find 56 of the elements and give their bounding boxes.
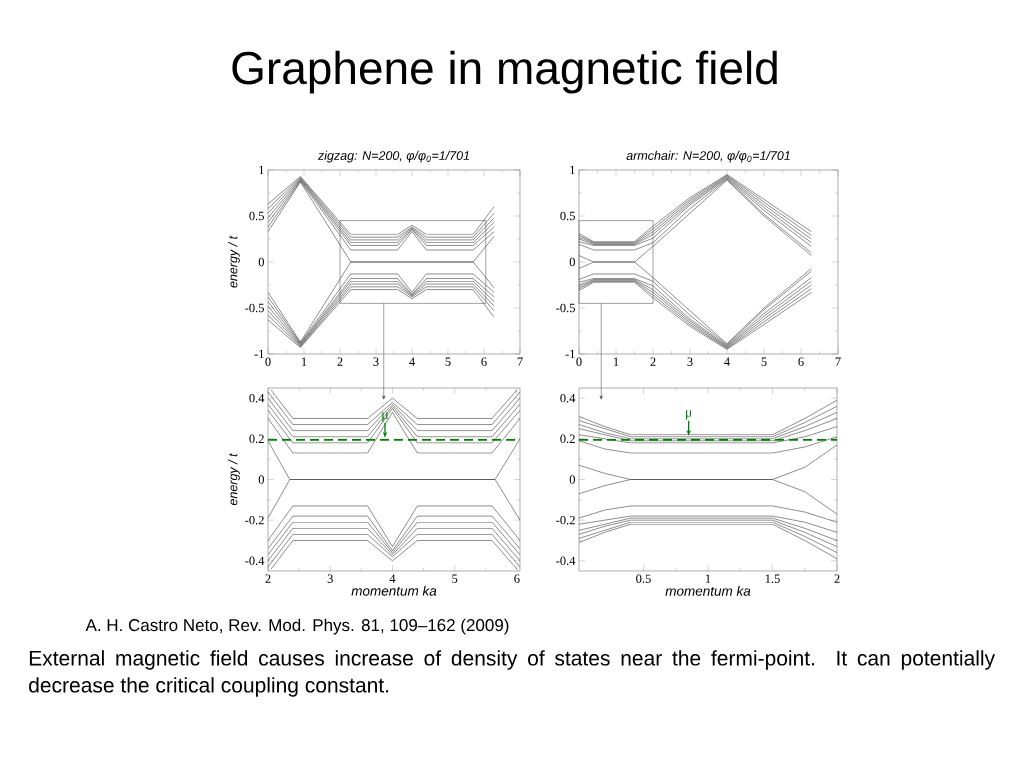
- y-tick-label: -0.4: [556, 556, 576, 566]
- y-tick-label: 0: [569, 475, 575, 484]
- y-tick-label: -0.4: [245, 556, 265, 566]
- x-tick-label: 1: [613, 357, 619, 366]
- x-tick-label: 4: [724, 357, 730, 366]
- x-tick-label: 2: [337, 357, 343, 366]
- text: External magnetic field causes increase of density of states near the fermi-point. It can potentially decrease the critical coupling constant.: [29, 650, 996, 697]
- y-axis-title: energy / t: [228, 235, 240, 288]
- x-tick-label: 4: [409, 357, 415, 366]
- y-axis-title: energy / t: [228, 453, 240, 506]
- y-tick-label: 1: [259, 165, 264, 175]
- y-tick-label: -0.5: [556, 303, 575, 313]
- chart-title: zigzag: N=200, φ/φ$_{0}$=1/701: [317, 150, 469, 163]
- annotation: μ: [382, 412, 389, 422]
- x-tick-label: 0: [576, 357, 582, 366]
- y-tick-label: 1: [570, 165, 575, 175]
- x-tick-label: 3: [687, 357, 693, 366]
- chart-title: armchair: N=200, φ/φ$_{0}$=1/701: [626, 150, 790, 163]
- x-tick-label: 0: [265, 357, 271, 366]
- x-tick-label: 2: [265, 574, 271, 583]
- y-tick-label: -0.5: [245, 303, 264, 313]
- x-tick-label: 1: [301, 357, 307, 366]
- y-tick-label: 0: [569, 257, 575, 267]
- x-tick-label: 5: [761, 357, 767, 366]
- y-tick-label: -1: [254, 349, 264, 359]
- y-tick-label: 0: [258, 257, 264, 267]
- y-tick-label: 0.4: [249, 393, 265, 403]
- y-tick-label: 0: [258, 475, 264, 484]
- x-tick-label: 1.5: [765, 574, 780, 583]
- y-tick-label: -0.2: [556, 515, 575, 525]
- x-tick-label: 7: [835, 357, 841, 366]
- x-tick-label: 5: [445, 357, 451, 366]
- x-tick-label: 6: [798, 357, 804, 366]
- y-tick-label: 0.5: [249, 211, 264, 221]
- x-tick-label: 6: [514, 574, 520, 583]
- x-tick-label: 2: [834, 574, 840, 583]
- text: Graphene in magnetic field: [232, 50, 777, 94]
- x-axis-title: momentum ka: [665, 585, 751, 596]
- y-tick-label: 0.2: [560, 434, 575, 444]
- y-tick-label: 0.2: [249, 434, 264, 444]
- x-tick-label: 1: [705, 574, 711, 583]
- annotation: μ: [686, 410, 692, 420]
- x-tick-label: 3: [373, 357, 379, 366]
- y-tick-label: 0.4: [560, 393, 576, 403]
- y-tick-label: 0.5: [560, 211, 575, 221]
- x-tick-label: 5: [452, 574, 458, 583]
- y-tick-label: -1: [565, 349, 575, 359]
- x-tick-label: 0.5: [636, 574, 651, 583]
- x-tick-label: 2: [650, 357, 656, 366]
- x-tick-label: 4: [389, 574, 396, 583]
- x-axis-title: momentum ka: [351, 585, 437, 596]
- text: A. H. Castro Neto, Rev. Mod. Phys. 81, 109–162 (2009): [85, 618, 509, 635]
- x-tick-label: 3: [327, 574, 333, 583]
- y-tick-label: -0.2: [245, 515, 264, 525]
- x-tick-label: 7: [517, 357, 523, 366]
- x-tick-label: 6: [481, 357, 487, 366]
